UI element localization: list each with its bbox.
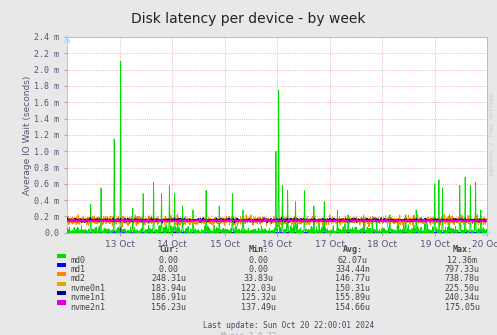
Text: nvme1n1: nvme1n1 <box>71 293 105 302</box>
Text: Disk latency per device - by week: Disk latency per device - by week <box>131 12 366 26</box>
Text: nvme2n1: nvme2n1 <box>71 303 105 312</box>
Text: 0.00: 0.00 <box>159 265 179 274</box>
Text: 155.89u: 155.89u <box>335 293 370 302</box>
Text: 122.03u: 122.03u <box>241 284 276 293</box>
Text: 183.94u: 183.94u <box>152 284 186 293</box>
Text: Max:: Max: <box>452 245 472 254</box>
Text: 240.34u: 240.34u <box>445 293 480 302</box>
Text: 225.50u: 225.50u <box>445 284 480 293</box>
Text: Last update: Sun Oct 20 22:00:01 2024: Last update: Sun Oct 20 22:00:01 2024 <box>203 321 374 330</box>
Text: md1: md1 <box>71 265 85 274</box>
Text: 146.77u: 146.77u <box>335 274 370 283</box>
Text: 334.44n: 334.44n <box>335 265 370 274</box>
Text: md0: md0 <box>71 256 85 265</box>
Text: 175.05u: 175.05u <box>445 303 480 312</box>
Text: 12.36m: 12.36m <box>447 256 477 265</box>
Text: 248.31u: 248.31u <box>152 274 186 283</box>
Text: 33.83u: 33.83u <box>244 274 273 283</box>
Text: 62.07u: 62.07u <box>338 256 368 265</box>
Text: 0.00: 0.00 <box>159 256 179 265</box>
Text: 797.33u: 797.33u <box>445 265 480 274</box>
Text: 154.66u: 154.66u <box>335 303 370 312</box>
Text: 137.49u: 137.49u <box>241 303 276 312</box>
Text: md2: md2 <box>71 274 85 283</box>
Text: 0.00: 0.00 <box>248 256 268 265</box>
Text: 738.78u: 738.78u <box>445 274 480 283</box>
Text: 186.91u: 186.91u <box>152 293 186 302</box>
Text: 150.31u: 150.31u <box>335 284 370 293</box>
Text: Avg:: Avg: <box>343 245 363 254</box>
Text: 156.23u: 156.23u <box>152 303 186 312</box>
Text: Cur:: Cur: <box>159 245 179 254</box>
Text: RRDTOOL / TOBI OETIKER: RRDTOOL / TOBI OETIKER <box>490 93 495 175</box>
Text: nvme0n1: nvme0n1 <box>71 284 105 293</box>
Y-axis label: Average IO Wait (seconds): Average IO Wait (seconds) <box>23 75 32 195</box>
Text: 0.00: 0.00 <box>248 265 268 274</box>
Text: Min:: Min: <box>248 245 268 254</box>
Text: Munin 2.0.73: Munin 2.0.73 <box>221 332 276 335</box>
Text: 125.32u: 125.32u <box>241 293 276 302</box>
